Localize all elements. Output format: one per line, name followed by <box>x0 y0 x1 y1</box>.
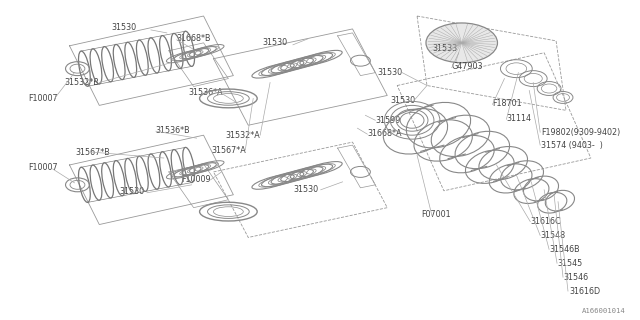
Text: F10007: F10007 <box>28 164 58 172</box>
Text: 31530: 31530 <box>111 23 136 32</box>
Text: 31536*A: 31536*A <box>189 88 223 97</box>
Text: 31616C: 31616C <box>531 217 561 226</box>
Text: 31668*B: 31668*B <box>177 34 211 43</box>
Text: 31567*B: 31567*B <box>76 148 110 156</box>
Text: G47903: G47903 <box>452 62 483 71</box>
Text: 31530: 31530 <box>119 187 144 196</box>
Text: A166001014: A166001014 <box>582 308 625 314</box>
Text: 31574 (9403-  ): 31574 (9403- ) <box>541 140 603 150</box>
Text: 31530: 31530 <box>377 68 402 77</box>
Text: 31616D: 31616D <box>569 287 600 296</box>
Text: 31548: 31548 <box>540 231 565 240</box>
Text: 31545: 31545 <box>557 259 582 268</box>
Text: F10009: F10009 <box>181 175 211 184</box>
Text: 31114: 31114 <box>506 114 531 123</box>
Text: 31599: 31599 <box>375 116 401 125</box>
Text: 31668*A: 31668*A <box>367 129 402 138</box>
Text: 31546: 31546 <box>563 273 588 282</box>
Text: 31530: 31530 <box>293 185 318 194</box>
Text: F18701: F18701 <box>493 99 522 108</box>
Text: 31536*B: 31536*B <box>156 126 191 135</box>
Text: 31532*A: 31532*A <box>225 131 260 140</box>
Text: F07001: F07001 <box>421 210 451 219</box>
Text: 31532*B: 31532*B <box>65 78 99 87</box>
Text: F19802(9309-9402): F19802(9309-9402) <box>541 128 620 137</box>
Text: 31567*A: 31567*A <box>211 146 246 155</box>
Text: F10007: F10007 <box>28 94 58 103</box>
Text: 31546B: 31546B <box>549 245 580 254</box>
Text: 31530: 31530 <box>262 38 287 47</box>
Text: 31533: 31533 <box>432 44 457 53</box>
Ellipse shape <box>426 23 497 63</box>
Text: 31530: 31530 <box>390 96 415 105</box>
